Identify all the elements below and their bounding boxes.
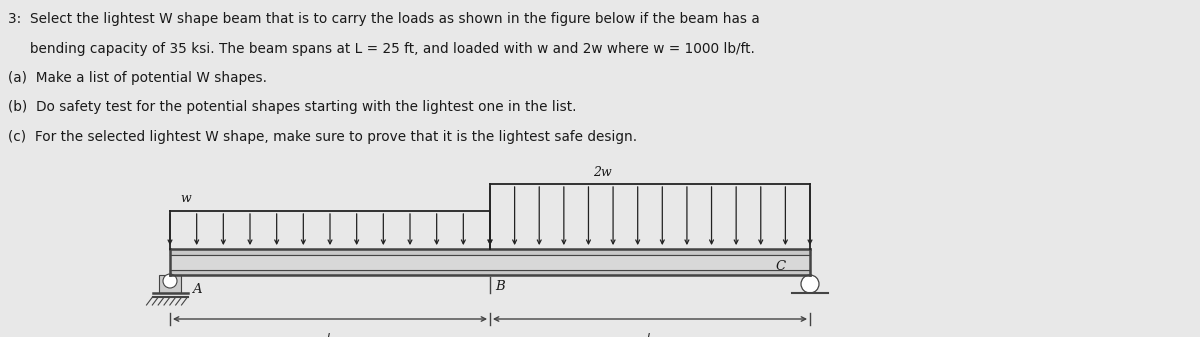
Bar <box>158 275 181 293</box>
Text: (c)  For the selected lightest W shape, make sure to prove that it is the lighte: (c) For the selected lightest W shape, m… <box>8 130 637 144</box>
Circle shape <box>163 274 178 288</box>
Text: $\frac{L}{2}$: $\frac{L}{2}$ <box>646 331 654 337</box>
Text: $\frac{L}{2}$: $\frac{L}{2}$ <box>325 331 335 337</box>
Text: w: w <box>180 192 191 205</box>
Bar <box>170 270 810 275</box>
Text: 2w: 2w <box>593 166 611 179</box>
Text: bending capacity of 35 ksi. The beam spans at L = 25 ft, and loaded with w and 2: bending capacity of 35 ksi. The beam spa… <box>8 41 755 56</box>
Circle shape <box>802 275 818 293</box>
Text: B: B <box>494 280 505 293</box>
Text: (a)  Make a list of potential W shapes.: (a) Make a list of potential W shapes. <box>8 71 266 85</box>
Bar <box>170 249 810 254</box>
Text: C: C <box>775 260 785 273</box>
Text: 3:  Select the lightest W shape beam that is to carry the loads as shown in the : 3: Select the lightest W shape beam that… <box>8 12 760 26</box>
Text: A: A <box>192 283 202 296</box>
Text: (b)  Do safety test for the potential shapes starting with the lightest one in t: (b) Do safety test for the potential sha… <box>8 100 576 115</box>
Bar <box>170 254 810 270</box>
